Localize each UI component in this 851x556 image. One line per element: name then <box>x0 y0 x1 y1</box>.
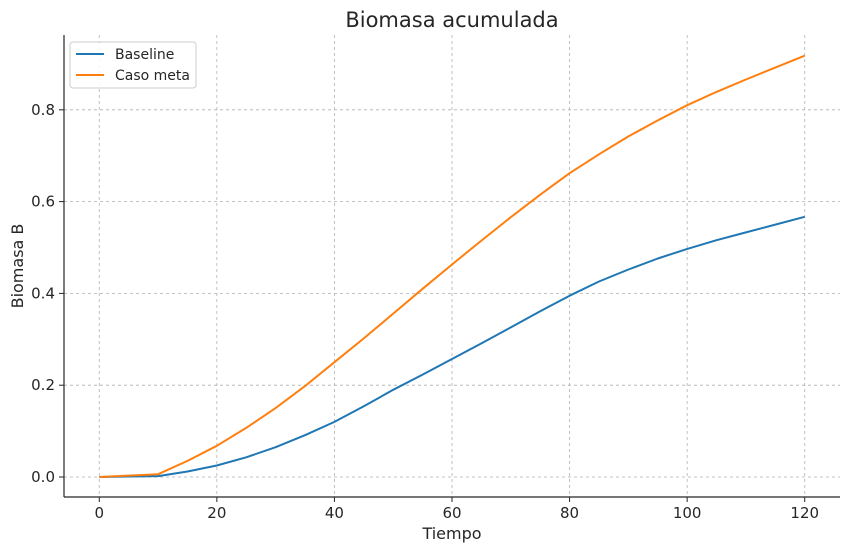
y-tick-label: 0.8 <box>31 101 55 119</box>
x-tick-label: 20 <box>207 504 226 522</box>
y-tick-label: 0.0 <box>31 468 55 486</box>
x-tick-label: 120 <box>790 504 819 522</box>
y-tick-label: 0.4 <box>31 284 55 302</box>
axes: 0 20 40 60 80 100 120 0.0 0.2 0.4 0.6 0.8 <box>31 35 840 522</box>
grid <box>64 35 840 497</box>
x-tick-label: 100 <box>673 504 702 522</box>
legend-label: Caso meta <box>115 68 190 84</box>
x-tick-label: 80 <box>560 504 579 522</box>
x-axis-label: Tiempo <box>421 524 481 543</box>
y-tick-label: 0.6 <box>31 193 55 211</box>
x-tick-label: 0 <box>94 504 104 522</box>
y-tick-label: 0.2 <box>31 376 55 394</box>
series-lines <box>99 54 806 478</box>
legend-label: Baseline <box>115 47 174 63</box>
legend: Baseline Caso meta <box>69 41 197 89</box>
x-tick-label: 40 <box>325 504 344 522</box>
y-axis-label: Biomasa B <box>8 224 27 309</box>
x-tick-label: 60 <box>442 504 461 522</box>
chart-title: Biomasa acumulada <box>345 8 558 32</box>
series-line-caso-meta <box>99 54 806 478</box>
series-line-baseline <box>99 215 805 478</box>
